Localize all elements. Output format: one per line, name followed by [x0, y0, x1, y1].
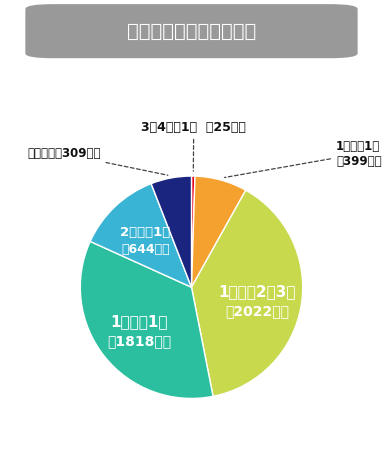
Wedge shape — [90, 183, 192, 287]
FancyBboxPatch shape — [26, 5, 357, 58]
Text: カレーを作るタイミング: カレーを作るタイミング — [127, 22, 256, 41]
Text: そのほか（309人）: そのほか（309人） — [27, 147, 168, 175]
Wedge shape — [80, 242, 213, 398]
Text: 1週間に1回
（399人）: 1週間に1回 （399人） — [224, 140, 382, 177]
Text: （2022人）: （2022人） — [225, 304, 290, 318]
Text: 3、4日に1回  （25人）: 3、4日に1回 （25人） — [141, 121, 246, 171]
Text: 1ヶ月に1回: 1ヶ月に1回 — [110, 315, 168, 329]
Wedge shape — [151, 176, 192, 287]
Text: （644人）: （644人） — [121, 243, 170, 256]
Wedge shape — [192, 190, 303, 396]
Text: 1ヶ月に2、3回: 1ヶ月に2、3回 — [219, 285, 296, 300]
Wedge shape — [192, 176, 246, 287]
Text: （1818人）: （1818人） — [107, 334, 171, 348]
Text: 2ヶ月に1回: 2ヶ月に1回 — [121, 225, 171, 239]
Wedge shape — [192, 176, 195, 287]
